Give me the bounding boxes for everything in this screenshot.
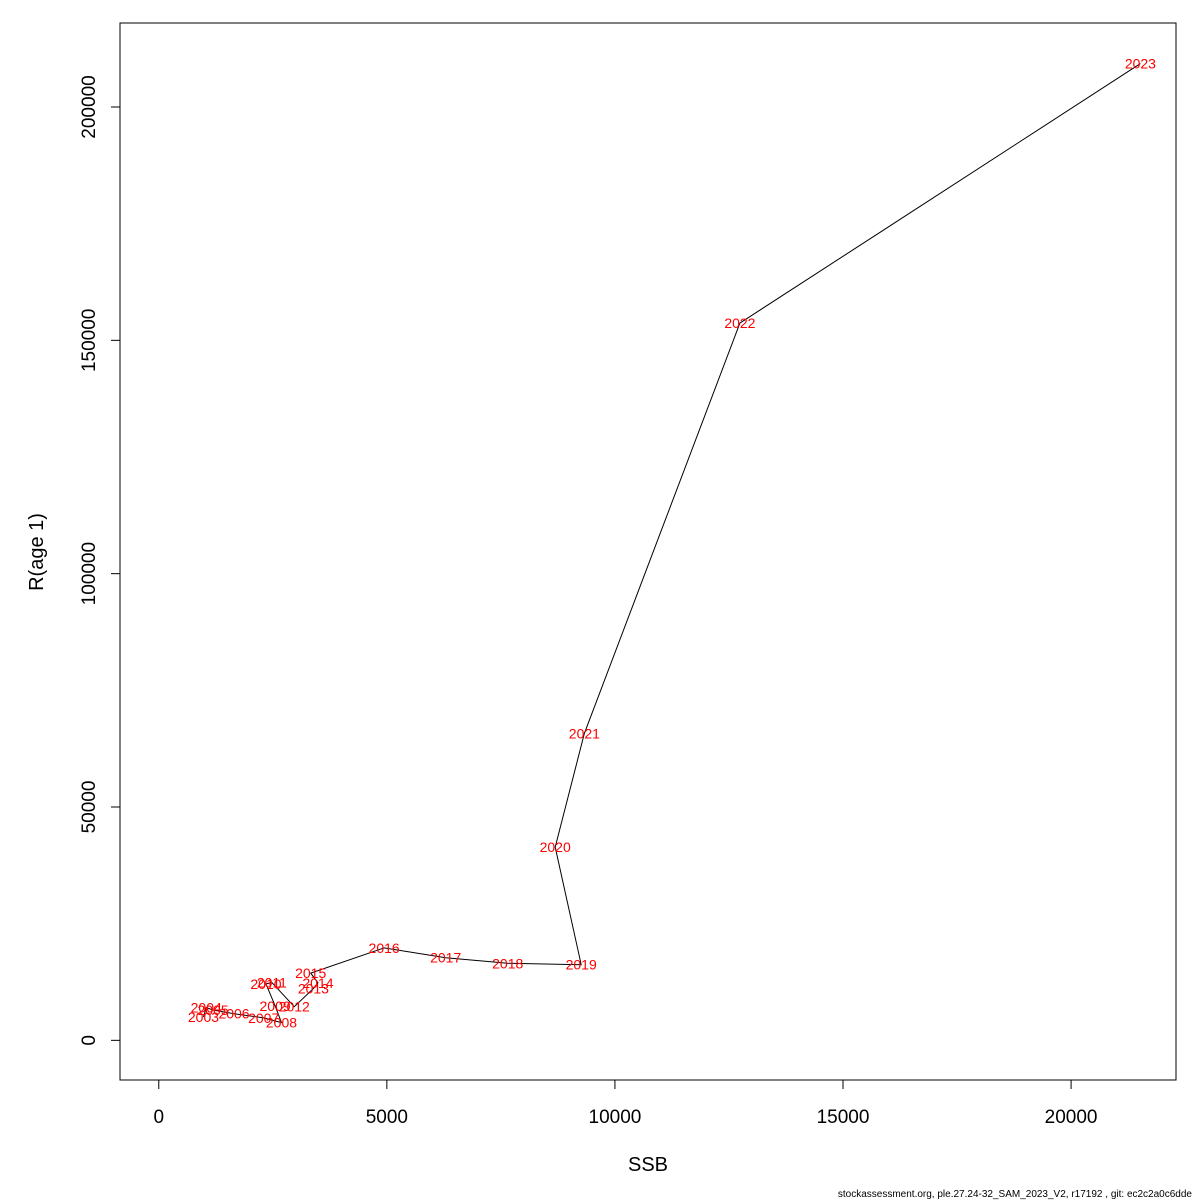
point-label: 2018	[492, 955, 523, 971]
point-label: 2021	[569, 725, 600, 741]
point-label: 2014	[302, 975, 333, 991]
point-label: 2006	[218, 1006, 249, 1022]
plot-frame	[119, 22, 1177, 1081]
point-label: 2004	[191, 1000, 222, 1016]
x-tick-label: 10000	[589, 1107, 642, 1128]
point-label: 2019	[566, 957, 597, 973]
point-label: 2010	[250, 976, 281, 992]
x-tick-label: 5000	[366, 1107, 408, 1128]
x-axis: 0 5000 10000 15000 20000	[153, 1079, 1098, 1128]
point-label: 2009	[260, 998, 291, 1014]
y-tick-label: 0	[79, 1035, 100, 1046]
y-tick-label: 200000	[79, 75, 100, 138]
point-label: 2022	[724, 315, 755, 331]
y-axis: 0 50000 100000 150000 200000	[79, 75, 121, 1046]
x-tick-label: 20000	[1045, 1107, 1098, 1128]
y-tick-label: 100000	[79, 542, 100, 605]
series-line	[203, 63, 1141, 1024]
y-axis-title: R(age 1)	[26, 513, 48, 591]
y-tick-label: 150000	[79, 309, 100, 372]
point-label: 2013	[298, 981, 329, 997]
point-label: 2005	[197, 1002, 228, 1018]
point-label: 2016	[369, 940, 400, 956]
footer-note: stockassessment.org, ple.27.24-32_SAM_20…	[838, 1189, 1193, 1200]
point-label: 2011	[257, 974, 287, 990]
x-tick-label: 15000	[817, 1107, 870, 1128]
point-label: 2012	[279, 999, 310, 1015]
point-label: 2007	[248, 1010, 279, 1026]
point-label: 2020	[540, 839, 571, 855]
x-tick-label: 0	[153, 1107, 164, 1128]
point-label: 2017	[430, 950, 461, 966]
point-label: 2015	[295, 965, 326, 981]
point-label: 2008	[266, 1015, 297, 1031]
x-axis-title: SSB	[628, 1154, 668, 1176]
point-label: 2003	[188, 1009, 219, 1025]
point-label: 2023	[1125, 56, 1156, 72]
y-tick-label: 50000	[79, 781, 100, 834]
